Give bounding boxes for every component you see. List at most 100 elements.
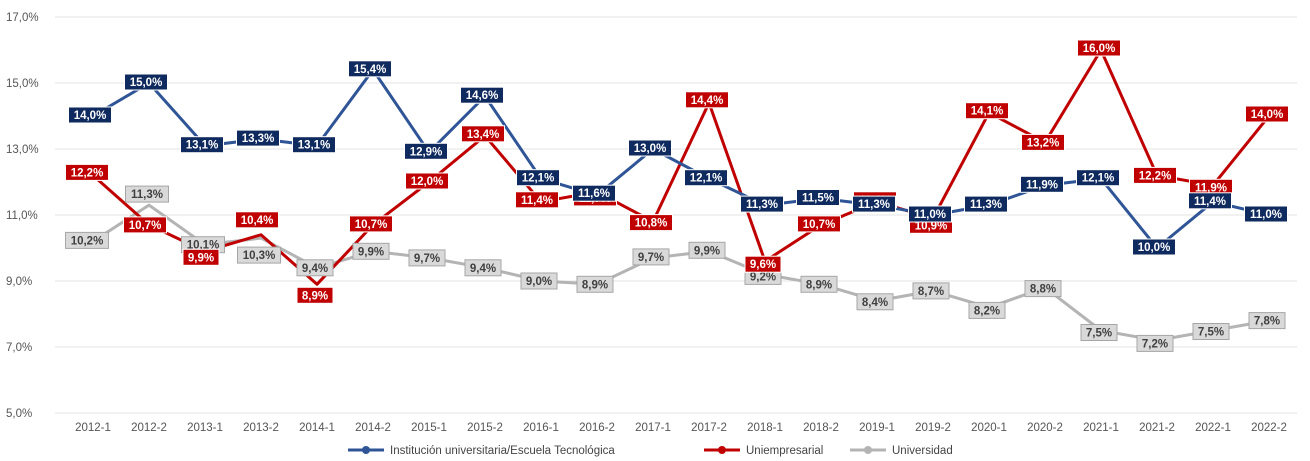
- x-tick-label: 2018-1: [747, 422, 783, 434]
- data-label-universidad: 9,9%: [688, 241, 726, 259]
- data-label-text: 10,4%: [241, 215, 274, 227]
- x-tick-label: 2022-1: [1195, 422, 1231, 434]
- data-label-box: [1077, 39, 1121, 57]
- data-label-text: 13,2%: [1027, 137, 1060, 149]
- x-tick-label: 2019-1: [859, 422, 895, 434]
- data-label-universidad: 8,2%: [968, 301, 1006, 319]
- data-label-universidad: 8,7%: [912, 282, 950, 300]
- data-label-box: [182, 248, 220, 266]
- data-label-text: 13,1%: [186, 140, 219, 152]
- data-label-institucion: 11,4%: [1188, 192, 1232, 210]
- data-label-box: [460, 86, 504, 104]
- data-label-institucion: 11,5%: [796, 189, 840, 206]
- data-label-box: [180, 136, 224, 154]
- x-tick-label: 2020-2: [1027, 422, 1063, 434]
- x-tick-label: 2016-2: [579, 422, 615, 434]
- legend-item-uniempresarial: Uniempresarial: [704, 445, 823, 457]
- data-label-text: 10,1%: [187, 240, 220, 252]
- data-label-box: [123, 216, 167, 234]
- data-label-text: 12,1%: [522, 173, 555, 185]
- data-label-text: 11,3%: [858, 199, 890, 211]
- data-label-uniempresarial: 9,6%: [744, 255, 782, 273]
- data-label-text: 10,0%: [1138, 242, 1171, 254]
- data-label-text: 10,2%: [71, 235, 104, 247]
- data-label-box: [296, 259, 334, 277]
- y-tick-label: 17,0%: [6, 12, 39, 24]
- data-label-uniempresarial: 10,4%: [235, 211, 279, 229]
- data-label-institucion: 11,9%: [1020, 175, 1064, 193]
- data-label-text: 10,7%: [355, 219, 388, 231]
- data-label-text: 8,8%: [1030, 284, 1056, 296]
- data-label-uniempresarial: 10,7%: [797, 215, 841, 233]
- data-label-universidad: 10,2%: [65, 231, 109, 249]
- data-label-box: [744, 255, 782, 273]
- data-labels: 10,2% 11,3% 10,1% 10,3% 9,4% 9,9% 9,7% 9,4% 9,0%…: [65, 39, 1289, 352]
- data-label-text: 7,5%: [1198, 327, 1224, 339]
- data-label-universidad: 8,9%: [800, 275, 838, 293]
- x-tick-label: 2020-1: [971, 422, 1007, 434]
- data-label-institucion: 14,0%: [68, 106, 112, 124]
- data-label-box: [1132, 238, 1176, 256]
- x-tick-label: 2012-2: [131, 422, 167, 434]
- data-label-text: 10,3%: [243, 250, 276, 262]
- data-label-institucion: 13,1%: [292, 136, 336, 154]
- data-label-uniempresarial: 13,2%: [1021, 133, 1065, 151]
- data-label-box: [516, 169, 560, 187]
- x-axis-ticks: 2012-1 2012-2 2013-1 2013-2 2014-1 2014-2 2015…: [75, 422, 1287, 434]
- y-tick-label: 5,0%: [6, 408, 32, 420]
- data-label-text: 13,1%: [298, 140, 331, 152]
- data-label-text: 12,1%: [1082, 173, 1115, 185]
- data-label-text: 9,9%: [694, 245, 720, 257]
- data-label-universidad: 7,5%: [1080, 324, 1118, 341]
- data-label-text: 7,8%: [1254, 316, 1280, 328]
- data-label-institucion: 10,0%: [1132, 238, 1176, 256]
- data-label-institucion: 11,3%: [740, 195, 784, 213]
- data-label-text: 7,2%: [1142, 338, 1168, 350]
- data-label-box: [800, 275, 838, 293]
- data-label-text: 11,9%: [1195, 182, 1227, 194]
- data-label-box: [685, 91, 729, 109]
- data-label-text: 9,4%: [302, 263, 328, 275]
- data-label-box: [408, 249, 446, 267]
- data-label-universidad: 7,5%: [1192, 323, 1230, 340]
- data-label-institucion: 12,1%: [1076, 169, 1120, 187]
- data-label-institucion: 11,0%: [1244, 205, 1288, 223]
- data-label-uniempresarial: 14,0%: [1245, 105, 1289, 123]
- data-label-text: 12,2%: [1139, 170, 1172, 182]
- legend-label: Universidad: [892, 445, 953, 457]
- y-tick-label: 7,0%: [6, 342, 32, 354]
- data-label-uniempresarial: 14,4%: [685, 91, 729, 109]
- data-label-institucion: 13,3%: [236, 129, 280, 147]
- data-label-institucion: 11,3%: [852, 195, 896, 213]
- x-tick-label: 2014-2: [355, 422, 391, 434]
- legend-item-universidad: Universidad: [850, 445, 953, 457]
- data-label-box: [629, 214, 673, 232]
- data-label-uniempresarial: 12,2%: [1133, 166, 1177, 184]
- data-label-box: [65, 163, 109, 181]
- legend-marker: [362, 446, 370, 454]
- x-tick-label: 2013-1: [187, 422, 223, 434]
- data-label-box: [628, 139, 672, 157]
- legend-marker: [864, 446, 872, 454]
- x-tick-label: 2015-1: [411, 422, 447, 434]
- data-label-box: [964, 195, 1008, 213]
- legend-label: Institución universitaria/Escuela Tecnol…: [390, 445, 615, 457]
- data-label-institucion: 11,0%: [908, 205, 952, 223]
- data-label-universidad: 11,3%: [125, 185, 169, 203]
- data-label-uniempresarial: 14,1%: [965, 102, 1009, 120]
- data-label-text: 15,0%: [130, 77, 163, 89]
- data-label-box: [1136, 334, 1174, 352]
- data-label-box: [797, 215, 841, 233]
- x-tick-label: 2014-1: [299, 422, 335, 434]
- data-label-universidad: 8,9%: [576, 275, 614, 293]
- data-label-text: 9,7%: [638, 252, 664, 264]
- data-label-box: [965, 102, 1009, 120]
- y-tick-label: 13,0%: [6, 144, 39, 156]
- data-label-text: 8,2%: [974, 305, 1000, 317]
- data-label-box: [292, 136, 336, 154]
- data-label-uniempresarial: 11,4%: [515, 191, 559, 209]
- data-label-text: 9,6%: [750, 259, 776, 271]
- data-label-text: 11,4%: [521, 195, 553, 207]
- data-label-universidad: 7,8%: [1248, 312, 1286, 330]
